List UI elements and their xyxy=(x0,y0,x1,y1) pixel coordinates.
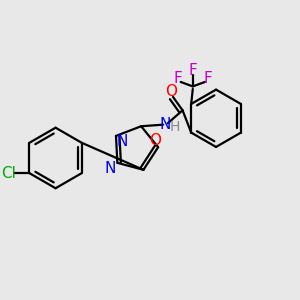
Text: N: N xyxy=(159,117,171,132)
Text: Cl: Cl xyxy=(1,166,16,181)
Text: H: H xyxy=(169,120,180,134)
Text: N: N xyxy=(105,161,116,176)
Text: N: N xyxy=(117,134,128,149)
Text: F: F xyxy=(204,71,212,86)
Text: F: F xyxy=(173,71,182,86)
Text: O: O xyxy=(150,133,162,148)
Text: F: F xyxy=(188,63,197,78)
Text: O: O xyxy=(165,84,177,99)
